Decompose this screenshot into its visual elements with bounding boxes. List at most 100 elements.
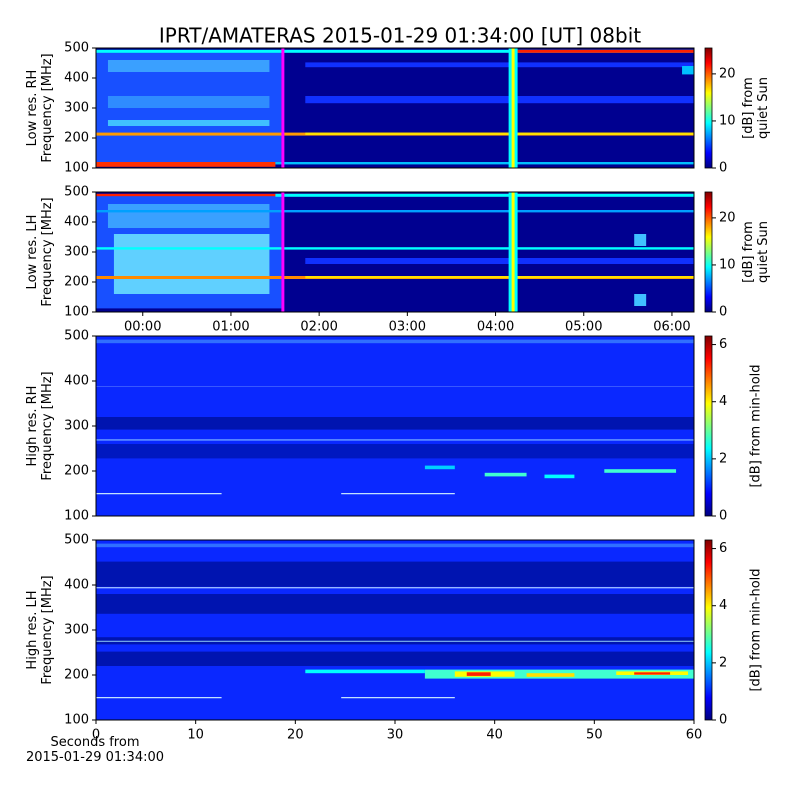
spectrogram-texture [634, 672, 671, 675]
spectrogram-texture [484, 472, 527, 477]
x-tick-label: 60 [686, 728, 703, 743]
spectrogram-texture [96, 386, 694, 387]
colorbar [704, 539, 713, 721]
x-tick-label: 05:00 [565, 320, 602, 335]
colorbar-tick-label: 0 [719, 305, 727, 320]
colorbar-tick-label: 6 [719, 541, 727, 556]
y-tick-label: 100 [64, 161, 89, 176]
y-tick-label: 300 [64, 419, 89, 434]
x-tick-label: 20 [287, 728, 304, 743]
y-tick-label: 400 [64, 578, 89, 593]
y-tick-label: 200 [64, 275, 89, 290]
x-tick-label: 03:00 [389, 320, 426, 335]
x-tick-label: 04:00 [477, 320, 514, 335]
colorbar [704, 335, 713, 517]
y-axis-label: Low res. LH Frequency [MHz] [25, 197, 55, 307]
spectrogram-texture [544, 474, 575, 479]
colorbar-tick-label: 4 [719, 598, 727, 613]
y-axis-label: High res. LH Frequency [MHz] [25, 575, 55, 685]
y-tick-label: 500 [64, 329, 89, 344]
y-tick-label: 500 [64, 185, 89, 200]
y-tick-label: 500 [64, 41, 89, 56]
spectrogram-texture [305, 132, 694, 135]
y-tick-label: 200 [64, 668, 89, 683]
spectrogram-texture [107, 60, 270, 72]
y-tick-label: 100 [64, 713, 89, 728]
y-tick-label: 300 [64, 101, 89, 116]
colorbar-tick-label: 10 [719, 113, 736, 128]
y-tick-label: 200 [64, 131, 89, 146]
spectrogram-texture [275, 162, 694, 165]
spectrogram-texture [96, 444, 694, 459]
spectrogram-texture [113, 234, 270, 294]
spectrogram-texture [96, 587, 694, 589]
colorbar-tick-label: 0 [719, 509, 727, 524]
colorbar-label: [dB] from min-hold [748, 568, 764, 692]
chart-title: IPRT/AMATERAS 2015-01-29 01:34:00 [UT] 0… [159, 24, 641, 48]
colorbar-tick-label: 20 [719, 210, 736, 225]
spectrogram-texture [511, 48, 515, 168]
spectrogram-texture [634, 294, 647, 306]
spectrogram-texture [96, 561, 694, 587]
spectrogram-texture [341, 493, 455, 495]
spectrogram-texture [96, 339, 694, 344]
spectrogram-texture [514, 49, 694, 53]
spectrogram-texture [634, 234, 647, 246]
spectrogram-texture [305, 258, 694, 264]
colorbar [704, 47, 713, 169]
spectrogram-texture [281, 192, 285, 312]
y-tick-label: 100 [64, 509, 89, 524]
spectrogram-texture [96, 210, 694, 213]
spectrogram-texture [96, 493, 222, 495]
colorbar-tick-label: 0 [719, 713, 727, 728]
x-tick-label: 50 [586, 728, 603, 743]
colorbar-tick-label: 10 [719, 257, 736, 272]
colorbar-label: [dB] from quiet Sun [741, 220, 771, 284]
x-tick-label: 10 [187, 728, 204, 743]
x-tick-label: 06:00 [653, 320, 690, 335]
spectrogram-texture [526, 673, 575, 677]
spectrogram-texture [107, 96, 270, 108]
spectrogram-texture [96, 417, 694, 430]
colorbar-tick-label: 6 [719, 337, 727, 352]
y-tick-label: 200 [64, 464, 89, 479]
colorbar-tick-label: 20 [719, 66, 736, 81]
spectrogram-texture [96, 49, 694, 53]
colorbar-tick-label: 2 [719, 655, 727, 670]
spectrogram-texture [96, 594, 694, 614]
y-tick-label: 400 [64, 374, 89, 389]
y-tick-label: 300 [64, 623, 89, 638]
colorbar [704, 191, 713, 313]
spectrogram-texture [424, 465, 455, 470]
spectrogram-texture [604, 469, 677, 473]
y-tick-label: 400 [64, 215, 89, 230]
y-axis-label: High res. RH Frequency [MHz] [25, 371, 55, 481]
x-axis-label: Seconds from 2015-01-29 01:34:00 [25, 735, 165, 765]
spectrogram-texture [281, 48, 285, 168]
x-tick-label: 30 [387, 728, 404, 743]
spectrogram-texture [107, 120, 270, 126]
spectrogram-texture [96, 543, 694, 548]
spectrogram-texture [511, 192, 515, 312]
y-tick-label: 400 [64, 71, 89, 86]
spectrogram-texture [466, 672, 491, 676]
spectrogram-texture [341, 697, 455, 699]
colorbar-tick-label: 0 [719, 161, 727, 176]
spectrogram-texture [96, 640, 694, 642]
spectrogram-texture [96, 247, 694, 250]
spectrogram-texture [96, 439, 694, 441]
spectrogram-texture [305, 669, 425, 674]
y-tick-label: 100 [64, 305, 89, 320]
x-tick-label: 02:00 [300, 320, 337, 335]
colorbar-tick-label: 4 [719, 394, 727, 409]
spectrogram-texture [682, 66, 694, 75]
x-tick-label: 01:00 [212, 320, 249, 335]
colorbar-label: [dB] from min-hold [748, 364, 764, 488]
x-tick-label: 00:00 [124, 320, 161, 335]
colorbar-tick-label: 2 [719, 451, 727, 466]
spectrogram-texture [107, 204, 270, 228]
spectrogram-texture [96, 162, 276, 167]
y-tick-label: 500 [64, 533, 89, 548]
